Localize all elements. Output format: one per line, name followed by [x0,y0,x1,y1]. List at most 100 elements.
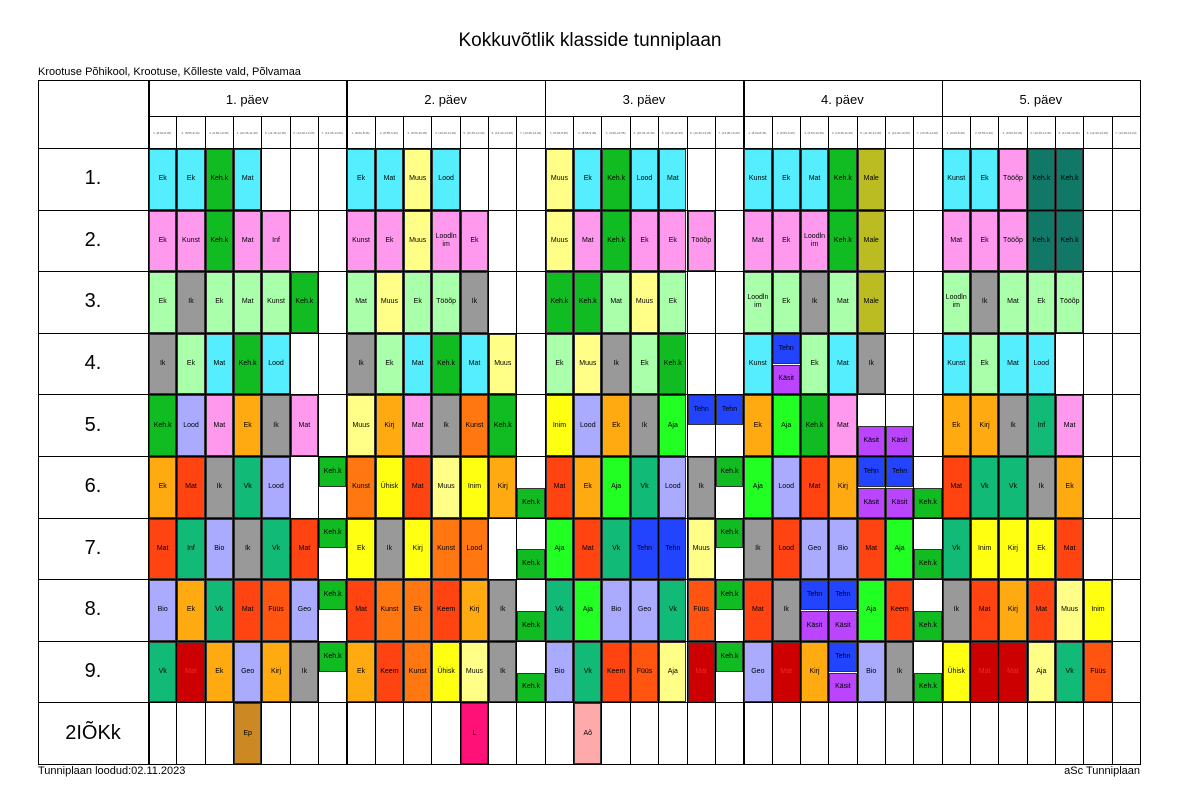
lesson-cell: Ek [375,210,404,272]
lesson-cell: Keh.k [205,210,233,272]
lesson-cell: Ek [177,333,205,395]
period-header: 1. (8:00-8:45) [549,131,568,135]
lesson-cell: Keh.k [914,672,942,703]
lesson-cell: Ik [999,395,1027,456]
lesson-cell: Muus [404,210,432,272]
period-separator [374,116,376,764]
lesson-cell: Kunst [460,395,489,456]
lesson-cell: Inf [1027,395,1055,456]
class-label: 8. [84,598,102,621]
lesson-cell: Aja [659,641,687,703]
row-separator [38,332,1140,334]
lesson-cell: Ik [149,333,177,395]
period-separator [488,116,489,764]
lesson-cell: Keh.k [602,210,630,272]
lesson-cell: Ik [205,457,233,518]
lesson-cell: Mat [602,272,630,333]
period-separator [913,116,914,764]
lesson-cell: Keem [602,641,630,703]
lesson-cell: Ik [177,272,205,333]
lesson-cell: Keh.k [914,611,942,641]
lesson-cell: Füüs [262,580,290,641]
lesson-cell: Kirj [460,580,489,641]
period-header-separator [148,116,347,117]
lesson-cell: Mat [970,641,999,703]
lesson-cell: Keh.k [517,611,545,641]
lesson-cell: Muus [460,641,489,703]
lesson-cell: Ik [234,518,262,580]
lesson-cell: Vk [999,457,1027,518]
lesson-cell: Ek [630,210,659,272]
lesson-cell: Mat [404,333,432,395]
row-separator [38,271,1140,273]
period-header: 6. (12:40-13:25) [293,131,315,135]
lesson-cell: Käsit [800,611,829,641]
period-separator [969,116,971,764]
lesson-cell: Ik [460,272,489,333]
lesson-cell: Ühisk [942,641,970,703]
lesson-cell: Ek [404,580,432,641]
lesson-cell: Keh.k [149,395,177,456]
lesson-cell: Mat [460,333,489,395]
lesson-cell: Ek [149,457,177,518]
lesson-cell: Ik [800,272,829,333]
period-header: 5. (11:45-12:30) [463,131,485,135]
lesson-cell: Füüs [1084,641,1112,703]
lesson-cell: Geo [290,580,319,641]
lesson-cell: Aja [659,395,687,456]
lesson-cell: Keh.k [234,333,262,395]
lesson-cell: Loodln im [744,272,772,333]
lesson-cell: Muus [347,395,375,456]
lesson-cell: Bio [149,580,177,641]
lesson-cell: Mat [205,333,233,395]
lesson-cell: Mat [205,395,233,456]
lesson-cell: Lood [630,149,659,210]
lesson-cell: Muus [545,149,574,210]
lesson-cell: Mat [772,641,800,703]
lesson-cell: Mat [234,272,262,333]
period-header: 4. (10:45-11:30) [236,131,258,135]
period-separator [573,116,574,764]
lesson-cell: Loodln im [432,210,460,272]
lesson-cell: Tööõp [999,149,1027,210]
period-header: 4. (10:45-11:30) [1030,131,1052,135]
lesson-cell: Mat [404,395,432,456]
period-separator [176,116,177,764]
lesson-cell: Ek [460,210,489,272]
period-header: 4. (10:45-11:30) [633,131,655,135]
lesson-cell: Bio [602,580,630,641]
lesson-cell: Loodln im [942,272,970,333]
lesson-cell: Keh.k [914,549,942,580]
lesson-cell: Mat [744,210,772,272]
lesson-cell: Tehn [659,518,687,580]
period-header: 2. (8:55-9:40) [975,131,994,135]
header-separator [38,148,1140,149]
lesson-cell: Keh.k [1055,149,1084,210]
day-separator [544,80,547,764]
lesson-cell: Mat [1055,518,1084,580]
class-label: 9. [84,660,102,683]
period-separator [601,116,603,764]
lesson-cell: Mat [999,333,1027,395]
lesson-cell: Mat [999,272,1027,333]
lesson-cell: Bio [545,641,574,703]
period-separator [289,116,291,764]
lesson-cell: Kirj [800,641,829,703]
period-separator [884,116,886,764]
period-header: 6. (12:40-13:25) [1086,131,1109,135]
lesson-cell: Füüs [687,580,715,641]
lesson-cell: Keh.k [715,580,744,610]
lesson-cell: Ek [574,149,602,210]
lesson-cell: Ik [1027,457,1055,518]
lesson-cell: Kunst [347,210,375,272]
lesson-cell: Ek [659,210,687,272]
lesson-cell: Ek [1027,272,1055,333]
class-label: 3. [84,290,102,313]
period-separator [459,116,461,764]
lesson-cell: Mat [687,641,715,703]
lesson-cell: Ek [177,149,205,210]
period-header: 5. (11:45-12:30) [860,131,882,135]
lesson-cell: Aja [602,457,630,518]
lesson-cell: Ik [970,272,999,333]
